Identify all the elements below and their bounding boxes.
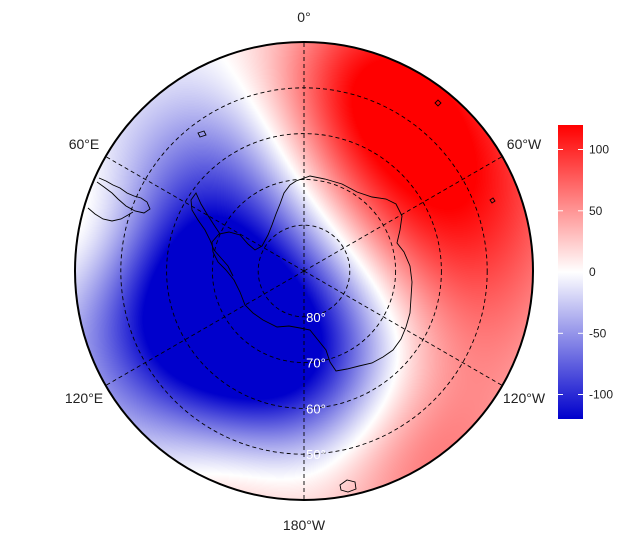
colorbar-tick-label: 0 [589,265,596,279]
longitude-labels: 0° 60°E 120°E 180°W 120°W 60°W [65,9,546,533]
colorbar-ticks: 100 50 0 -50 -100 [558,143,613,402]
colorbar-tick-label: -50 [589,326,607,340]
island-path-3 [489,197,496,204]
longitude-label: 120°W [503,390,546,406]
island-path-4 [197,130,207,138]
colorbar-tick-label: 50 [589,204,603,218]
map-disc [74,41,534,501]
island-path-1 [339,479,357,493]
latitude-label: 50° [306,447,326,462]
meridian-line [303,270,503,386]
peninsula-path [190,192,234,277]
graticule [105,42,503,500]
longitude-label: 120°E [65,390,103,406]
longitude-label: 180°W [283,517,326,533]
antarctica-coastline [87,99,496,493]
longitude-label: 0° [297,9,310,25]
latitude-label: 70° [306,356,326,371]
antarctica-coast-path [211,175,413,372]
meridian-line [105,270,305,386]
meridian-line [105,156,305,272]
meridian-line [303,156,503,272]
south-america-tip-path [87,207,134,222]
latitude-label: 60° [306,401,326,416]
longitude-label: 60°W [507,136,542,152]
latitude-labels: 80° 70° 60° 50° [306,310,326,462]
map-border [74,41,534,501]
latitude-label: 80° [306,310,326,325]
colorbar: 100 50 0 -50 -100 [558,125,613,419]
lat-circle [166,133,442,409]
colorbar-tick-label: -100 [589,388,613,402]
longitude-label: 60°E [69,136,100,152]
colorbar-tick-label: 100 [589,143,609,157]
south-america-path [96,177,151,214]
island-path-2 [434,99,442,107]
